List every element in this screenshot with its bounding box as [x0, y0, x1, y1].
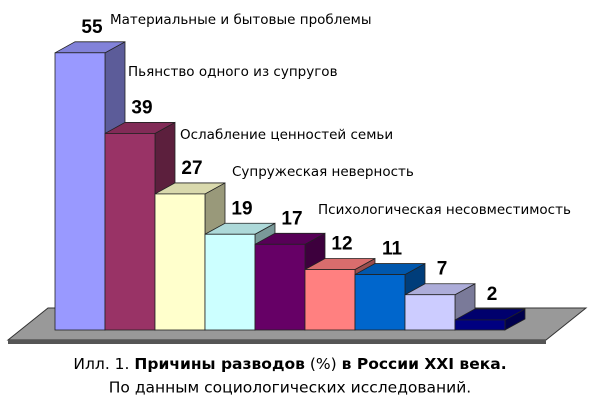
category-label: Психологическая несовместимость [318, 202, 571, 218]
bar-front [104, 133, 156, 331]
bar-front [354, 274, 406, 331]
category-label: Супружеская неверность [232, 164, 414, 180]
value-label: 39 [131, 97, 152, 118]
category-label: Пьянство одного из супругов [128, 64, 338, 80]
bar [404, 283, 476, 331]
bar [454, 308, 526, 331]
bar-front [54, 52, 106, 331]
value-label: 12 [331, 234, 352, 255]
caption-part: (%) [305, 355, 342, 373]
value-label: 27 [181, 158, 202, 179]
category-label: Материальные и бытовые проблемы [110, 12, 372, 28]
caption-part: Илл. 1. [73, 355, 134, 373]
caption-part: в России XXI века. [342, 355, 507, 373]
value-label: 2 [487, 284, 498, 305]
bar-front [304, 269, 356, 331]
bar-front [404, 294, 456, 331]
value-label: 7 [437, 259, 448, 280]
bar-front [454, 319, 506, 331]
bar-front [254, 243, 306, 331]
floor-edge [8, 340, 546, 344]
value-label: 17 [281, 208, 302, 229]
value-label: 11 [382, 239, 403, 260]
caption-line-1: Илл. 1. Причины разводов (%) в России XX… [73, 355, 506, 373]
value-label: 55 [81, 17, 103, 38]
bar-front [154, 193, 206, 331]
caption-line-2: По данным социологических исследований. [109, 379, 471, 397]
bar-front [204, 233, 256, 331]
caption-part: Причины разводов [134, 355, 305, 373]
value-label: 19 [231, 198, 252, 219]
category-label: Ослабление ценностей семьи [180, 127, 393, 143]
